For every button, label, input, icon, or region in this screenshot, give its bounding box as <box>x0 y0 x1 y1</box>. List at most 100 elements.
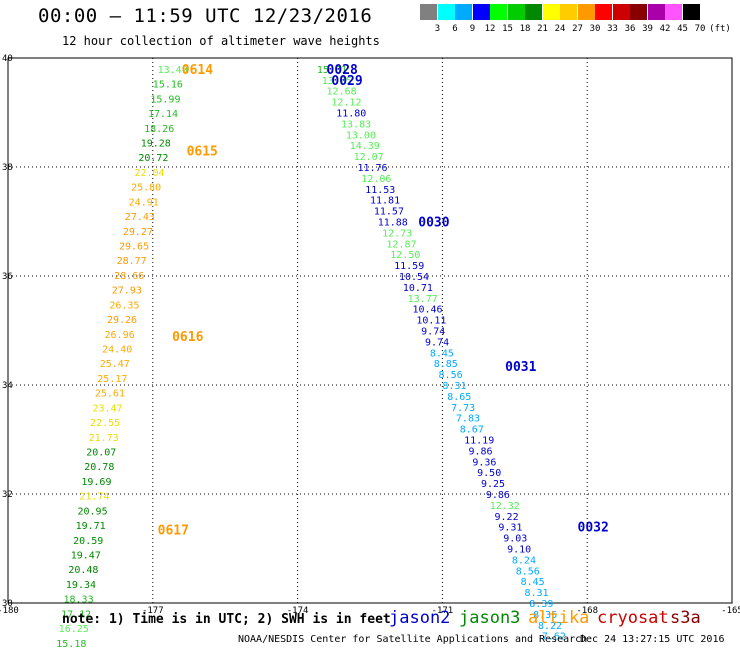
wave-height-value: 8.39 <box>529 599 553 610</box>
scale-swatch <box>595 4 612 20</box>
wave-height-value: 25.47 <box>100 359 130 370</box>
wave-height-value: 9.86 <box>486 490 510 501</box>
wave-height-value: 28.66 <box>114 271 144 282</box>
wave-height-value: 21.74 <box>79 492 109 503</box>
scale-swatch <box>490 4 507 20</box>
wave-height-value: 9.25 <box>481 479 505 490</box>
satellite-label-altika: altika <box>528 608 590 628</box>
wave-height-value: 8.85 <box>434 359 458 370</box>
wave-height-value: 17.12 <box>61 609 91 620</box>
wave-height-value: 8.65 <box>447 392 471 403</box>
wave-height-value: 24.40 <box>102 344 132 355</box>
wave-height-value: 25.80 <box>131 183 161 194</box>
map-title: 00:00 – 11:59 UTC 12/23/2016 <box>38 5 373 27</box>
wave-height-value: 9.22 <box>495 512 519 523</box>
pass-time-label: 0030 <box>418 216 449 231</box>
wave-height-value: 12.73 <box>382 228 412 239</box>
wave-height-value: 20.95 <box>78 506 108 517</box>
wave-height-value: 27.93 <box>112 286 142 297</box>
wave-height-value: 11.19 <box>464 436 494 447</box>
scale-swatch <box>665 4 682 20</box>
map-frame <box>7 57 733 604</box>
latitude-tick-label: 34 <box>2 381 13 391</box>
scale-swatch <box>560 4 577 20</box>
satellite-label-jason2: jason2 <box>389 608 451 628</box>
wave-height-value: 11.76 <box>357 163 387 174</box>
scale-label: 70 <box>694 24 706 34</box>
wave-height-value: 12.50 <box>390 250 420 261</box>
wave-height-value: 13.77 <box>408 294 438 305</box>
scale-label: 6 <box>452 24 458 34</box>
wave-height-value: 9.86 <box>468 446 492 457</box>
wave-height-value: 11.57 <box>374 207 404 218</box>
scale-label: 12 <box>484 24 496 34</box>
scale-swatch <box>455 4 472 20</box>
wave-height-value: 22.04 <box>134 168 164 179</box>
pass-time-label: 0028 <box>327 63 358 78</box>
wave-height-value: 10.54 <box>399 272 429 283</box>
wave-height-value: 20.48 <box>68 565 98 576</box>
wave-height-value: 7.62 <box>542 632 566 643</box>
wave-height-value: 9.03 <box>503 534 527 545</box>
scale-label: 15 <box>502 24 513 34</box>
wave-height-value: 29.26 <box>107 315 137 326</box>
scale-label: 21 <box>537 24 548 34</box>
wave-height-value: 20.07 <box>86 447 116 458</box>
wave-height-value: 14.39 <box>350 141 380 152</box>
wave-height-value: 13.25 <box>322 76 352 87</box>
scale-label: 42 <box>659 24 671 34</box>
wave-height-value: 11.81 <box>370 196 400 207</box>
longitude-tick-label: -171 <box>432 606 454 616</box>
wave-height-value: 9.31 <box>498 523 522 534</box>
wave-height-value: 8.67 <box>460 425 484 436</box>
wave-height-value: 24.91 <box>129 197 159 208</box>
pass-time-label: 0617 <box>158 523 189 538</box>
wave-height-value: 12.32 <box>490 501 520 512</box>
pass-time-label: 0615 <box>187 145 218 160</box>
wave-height-value: 19.69 <box>81 477 111 488</box>
longitude-tick-label: -177 <box>142 606 164 616</box>
wave-height-value: 13.83 <box>341 119 371 130</box>
wave-height-value: 20.72 <box>138 153 168 164</box>
scale-unit-label: (ft) <box>709 24 731 34</box>
scale-label: 45 <box>677 24 688 34</box>
scale-label: 3 <box>434 24 441 34</box>
latitude-tick-label: 40 <box>2 54 13 64</box>
wave-height-value: 8.45 <box>521 577 545 588</box>
wave-height-value: 10.46 <box>412 305 442 316</box>
latitude-tick-label: 32 <box>2 490 13 500</box>
wave-height-value: 9.36 <box>472 457 496 468</box>
scale-swatch <box>525 4 542 20</box>
wave-height-value: 9.74 <box>421 327 445 338</box>
wave-height-value: 13.49 <box>158 65 188 76</box>
scale-label: 30 <box>589 24 601 34</box>
wave-height-value: 19.28 <box>141 138 171 149</box>
pass-time-label: 0031 <box>505 360 536 375</box>
latitude-tick-label: 38 <box>2 163 13 173</box>
wave-height-value: 11.80 <box>336 109 366 120</box>
wave-height-value: 15.99 <box>150 94 180 105</box>
wave-height-value: 19.71 <box>76 521 106 532</box>
wave-height-value: 12.12 <box>331 98 361 109</box>
wave-height-value: 26.35 <box>109 300 139 311</box>
wave-height-value: 28.77 <box>117 256 147 267</box>
wave-height-value: 9.74 <box>425 337 449 348</box>
longitude-tick-label: -168 <box>576 606 598 616</box>
latitude-tick-label: 30 <box>2 599 13 609</box>
wave-height-value: 19.34 <box>66 580 96 591</box>
wave-height-value: 12.07 <box>354 152 384 163</box>
wave-height-value: 12.06 <box>361 174 391 185</box>
wave-height-value: 11.59 <box>394 261 424 272</box>
wave-height-value: 10.11 <box>416 316 446 327</box>
satellite-label-s3a: s3a <box>670 608 701 628</box>
wave-height-value: 22.55 <box>90 418 120 429</box>
scale-swatch <box>420 4 437 20</box>
scale-label: 9 <box>469 24 476 34</box>
wave-height-value: 8.35 <box>533 610 557 621</box>
scale-swatch <box>507 4 525 20</box>
footer-timestamp: Dec 24 13:27:15 UTC 2016 <box>580 634 725 645</box>
wave-height-value: 15.18 <box>56 639 86 650</box>
scale-swatch <box>630 4 647 20</box>
wave-height-value: 18.26 <box>144 124 174 135</box>
